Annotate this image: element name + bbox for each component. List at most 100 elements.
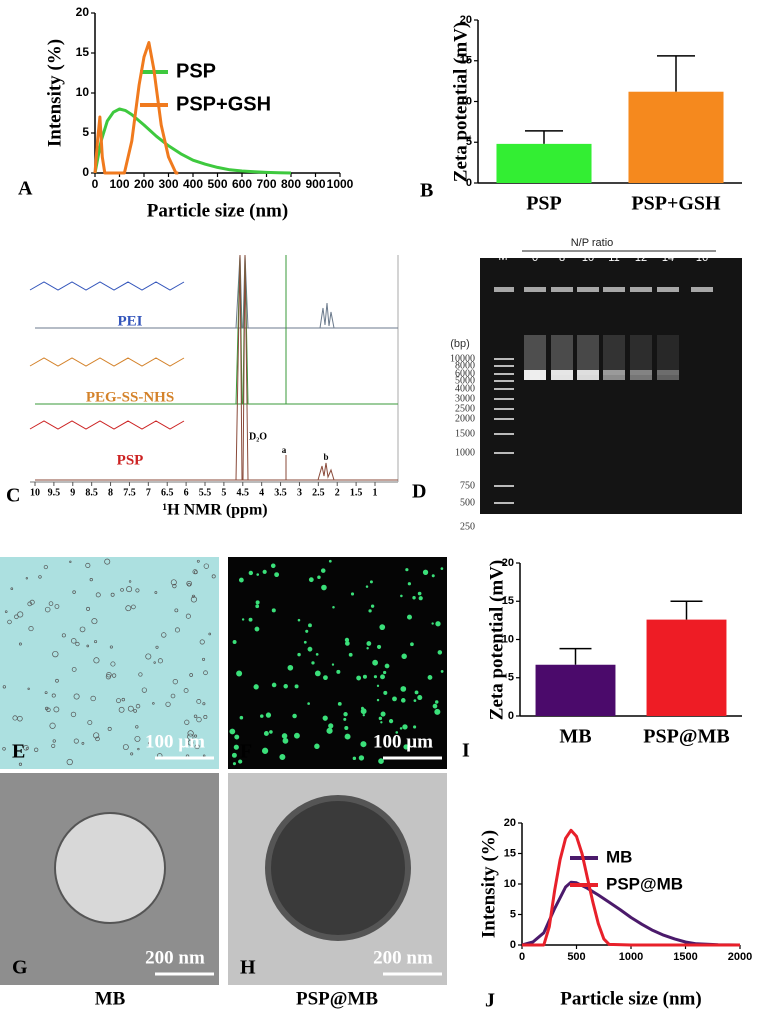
particle (399, 727, 403, 730)
x-tick-label: 3.5 (274, 487, 287, 498)
particle (135, 703, 141, 709)
x-tick-label: 4.5 (237, 487, 250, 498)
particle (337, 701, 342, 706)
peak-label: D₂O (249, 431, 267, 442)
lane-label: 14 (662, 252, 674, 264)
gel-band (657, 370, 679, 380)
particle (395, 731, 399, 734)
particle (383, 670, 387, 675)
particle (75, 641, 80, 647)
legend-label: MB (606, 847, 632, 866)
panel-letter: D (412, 481, 426, 503)
particle (91, 618, 98, 625)
particle (256, 573, 260, 576)
panel-letter: F (240, 741, 252, 763)
particle (400, 686, 407, 692)
particle (170, 579, 177, 586)
particle (236, 670, 243, 677)
particle (297, 618, 301, 622)
bar (496, 143, 592, 183)
particle (255, 604, 260, 609)
particle (406, 614, 412, 620)
particle (27, 601, 33, 607)
microbubble (265, 795, 411, 941)
gel-smear (551, 335, 573, 375)
gel-well (691, 287, 713, 292)
particle (196, 559, 200, 563)
y-axis-title: Intensity (%) (44, 39, 65, 147)
x-tick-label: 7.5 (123, 487, 136, 498)
particle (17, 611, 24, 618)
particle (184, 719, 190, 725)
x-axis-title: ¹H NMR (ppm) (162, 502, 267, 519)
particle (283, 684, 288, 689)
particle (413, 725, 417, 729)
y-tick-label: 15 (460, 55, 472, 67)
particle (14, 614, 19, 620)
particle (128, 580, 132, 583)
particle (414, 690, 419, 695)
particle (307, 702, 310, 705)
particle (10, 587, 14, 591)
particle (106, 672, 112, 678)
y-axis-title: Zeta potential (mV) (486, 560, 507, 720)
particle (407, 582, 412, 586)
particle (366, 641, 372, 646)
x-tick-label: 5.5 (199, 487, 212, 498)
particle (54, 604, 60, 609)
gel-well (577, 287, 599, 292)
particle (379, 624, 386, 631)
caption: PSP@MB (296, 988, 378, 1009)
particle (238, 577, 244, 583)
particle (440, 670, 444, 673)
particle (109, 645, 113, 649)
x-tick-label: MB (559, 726, 591, 748)
gel-smear (577, 335, 599, 375)
bar (646, 619, 727, 716)
spectrum-peak (319, 302, 335, 329)
gel-band (524, 370, 546, 380)
panel-letter: G (12, 957, 28, 979)
x-tick-label: 0 (519, 951, 525, 963)
particle (44, 606, 51, 613)
particle (17, 715, 23, 722)
lane-label: 12 (635, 252, 647, 264)
marker-label: M (498, 251, 507, 263)
y-tick-label: 20 (502, 557, 514, 569)
particle (7, 619, 12, 625)
x-tick-label: 7 (146, 487, 151, 498)
particle (153, 661, 156, 664)
ladder-label: 8000 (455, 360, 475, 371)
particle (202, 702, 206, 706)
ladder-band (494, 485, 514, 487)
particle (293, 732, 300, 739)
particle (412, 596, 416, 600)
particle (417, 591, 422, 596)
ladder-band (494, 433, 514, 435)
particle (332, 605, 335, 609)
particle (172, 583, 177, 589)
x-tick-label: 1 (373, 487, 378, 498)
particle (121, 697, 125, 702)
particle (33, 747, 39, 752)
ladder-band (494, 452, 514, 454)
y-tick-label: 10 (460, 95, 472, 107)
x-tick-label: 4 (259, 487, 264, 498)
particle (137, 747, 140, 751)
trace-label: PEG-SS-NHS (86, 389, 174, 405)
particle (95, 592, 101, 598)
gel-well (630, 287, 652, 292)
particle (38, 575, 42, 579)
scale-label: 200 nm (145, 947, 205, 968)
particle (331, 663, 335, 666)
particle (27, 687, 30, 691)
particle (362, 713, 365, 717)
ladder-label: 10000 (450, 353, 475, 364)
y-tick-label: 20 (76, 5, 90, 19)
x-tick-label: 200 (134, 177, 154, 191)
spectrum-peak (317, 462, 335, 481)
particle (86, 644, 90, 648)
panel-letter: B (420, 180, 433, 202)
particle (376, 698, 380, 702)
particle (418, 596, 423, 601)
